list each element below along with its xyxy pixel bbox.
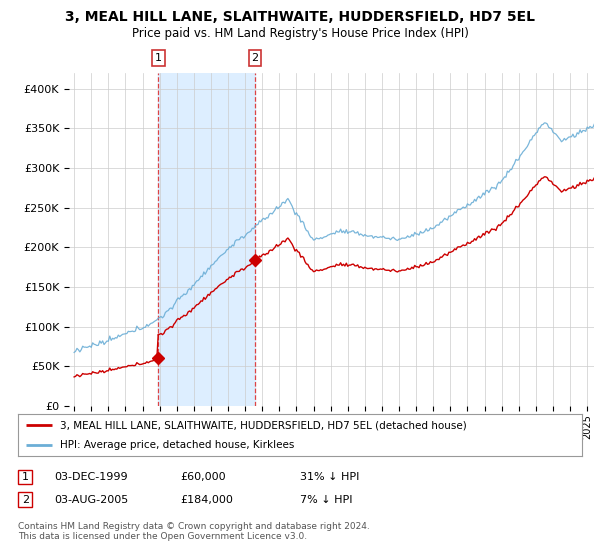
Text: 03-AUG-2005: 03-AUG-2005 <box>54 494 128 505</box>
Text: 3, MEAL HILL LANE, SLAITHWAITE, HUDDERSFIELD, HD7 5EL: 3, MEAL HILL LANE, SLAITHWAITE, HUDDERSF… <box>65 10 535 24</box>
Text: 2: 2 <box>251 53 259 63</box>
Text: £184,000: £184,000 <box>180 494 233 505</box>
Text: 03-DEC-1999: 03-DEC-1999 <box>54 472 128 482</box>
Text: HPI: Average price, detached house, Kirklees: HPI: Average price, detached house, Kirk… <box>60 441 295 450</box>
Text: 2: 2 <box>22 494 29 505</box>
Text: Contains HM Land Registry data © Crown copyright and database right 2024.
This d: Contains HM Land Registry data © Crown c… <box>18 522 370 542</box>
Text: 31% ↓ HPI: 31% ↓ HPI <box>300 472 359 482</box>
Bar <box>158 73 255 406</box>
Text: 3, MEAL HILL LANE, SLAITHWAITE, HUDDERSFIELD, HD7 5EL (detached house): 3, MEAL HILL LANE, SLAITHWAITE, HUDDERSF… <box>60 421 467 430</box>
Text: 1: 1 <box>22 472 29 482</box>
Text: £60,000: £60,000 <box>180 472 226 482</box>
Text: 1: 1 <box>155 53 162 63</box>
Text: Price paid vs. HM Land Registry's House Price Index (HPI): Price paid vs. HM Land Registry's House … <box>131 27 469 40</box>
Text: 7% ↓ HPI: 7% ↓ HPI <box>300 494 353 505</box>
